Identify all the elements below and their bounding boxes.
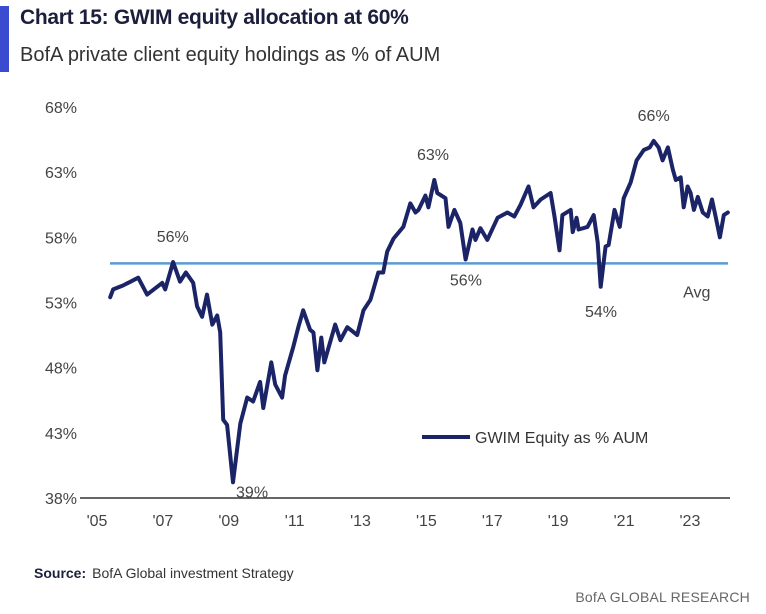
source-label: Source: xyxy=(34,565,87,581)
y-tick-label: 53% xyxy=(45,295,77,312)
x-tick-label: '13 xyxy=(350,513,371,530)
x-tick-label: '23 xyxy=(679,513,700,530)
x-tick-label: '09 xyxy=(218,513,239,530)
annotation-label: 66% xyxy=(638,108,670,125)
series-line-gwim-equity xyxy=(108,138,730,485)
y-tick-label: 38% xyxy=(45,491,77,508)
annotation-label: 63% xyxy=(417,147,449,164)
x-tick-label: '07 xyxy=(152,513,173,530)
annotation-label: 54% xyxy=(585,304,617,321)
chart-subtitle: BofA private client equity holdings as %… xyxy=(20,44,441,66)
annotation-label: 56% xyxy=(157,229,189,246)
x-tick-label: '17 xyxy=(482,513,503,530)
x-tick-label: '05 xyxy=(87,513,108,530)
source-note: Source: BofA Global investment Strategy xyxy=(34,565,294,581)
chart-title: Chart 15: GWIM equity allocation at 60% xyxy=(20,6,409,29)
title-accent-bar xyxy=(0,6,9,72)
annotation-label: 39% xyxy=(236,484,268,501)
y-tick-label: 68% xyxy=(45,100,77,117)
x-tick-label: '15 xyxy=(416,513,437,530)
x-tick-label: '11 xyxy=(285,513,305,530)
brand-footer: BofA GLOBAL RESEARCH xyxy=(575,589,750,605)
x-tick-label: '21 xyxy=(614,513,635,530)
legend-label: GWIM Equity as % AUM xyxy=(475,430,648,447)
source-text: BofA Global investment Strategy xyxy=(92,565,294,581)
x-tick-label: '19 xyxy=(548,513,569,530)
y-tick-label: 43% xyxy=(45,426,77,443)
y-tick-label: 48% xyxy=(45,361,77,378)
y-tick-label: 63% xyxy=(45,165,77,182)
annotation-label: Avg xyxy=(683,284,710,301)
y-tick-label: 58% xyxy=(45,230,77,247)
annotation-label: 56% xyxy=(450,272,482,289)
